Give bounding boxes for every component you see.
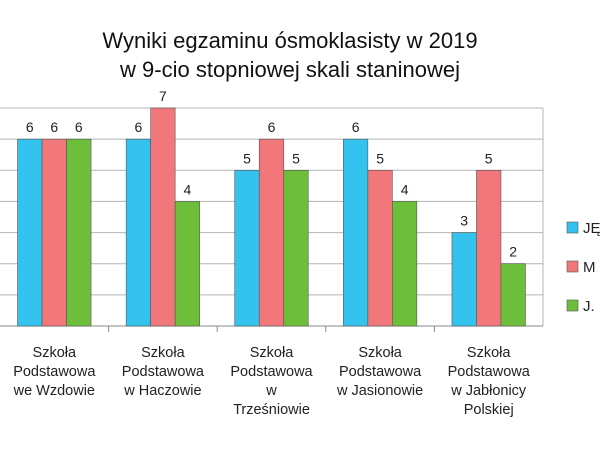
chart-title-line: w 9-cio stopniowej skali staninowej bbox=[119, 57, 460, 82]
bar bbox=[17, 138, 43, 327]
bar bbox=[258, 138, 285, 327]
category-label: Szkoła bbox=[33, 345, 77, 361]
data-label: 4 bbox=[401, 181, 409, 197]
category-label: we Wzdowie bbox=[13, 383, 95, 399]
category-label: w bbox=[265, 383, 277, 399]
legend-swatch bbox=[566, 299, 579, 312]
legend-label: M bbox=[583, 259, 596, 276]
data-label: 6 bbox=[26, 119, 34, 135]
category-label: Podstawowa bbox=[339, 364, 422, 380]
chart-title-line: Wyniki egzaminu ósmoklasisty w 2019 bbox=[102, 28, 477, 53]
category-label: Podstawowa bbox=[230, 364, 313, 380]
category-label: Polskiej bbox=[464, 402, 514, 418]
category-label: Podstawowa bbox=[13, 364, 96, 380]
category-label: Trześniowie bbox=[233, 402, 310, 418]
category-label: Szkoła bbox=[141, 345, 185, 361]
category-label: Szkoła bbox=[358, 345, 402, 361]
bar bbox=[343, 138, 369, 327]
data-label: 6 bbox=[50, 119, 58, 135]
legend-label: JĘ bbox=[583, 220, 600, 237]
category-label: Podstawowa bbox=[448, 364, 531, 380]
bar bbox=[500, 263, 526, 327]
category-label: Podstawowa bbox=[122, 364, 205, 380]
data-label: 5 bbox=[485, 150, 493, 166]
category-label: w Haczowie bbox=[123, 383, 201, 399]
category-label: Szkoła bbox=[250, 345, 294, 361]
data-label: 5 bbox=[243, 150, 251, 166]
legend-label: J. bbox=[583, 298, 595, 315]
data-label: 2 bbox=[509, 244, 517, 260]
data-label: 3 bbox=[460, 213, 468, 229]
data-label: 4 bbox=[184, 181, 192, 197]
data-label: 6 bbox=[268, 119, 276, 135]
bar bbox=[367, 169, 393, 327]
category-label: w Jasionowie bbox=[336, 383, 423, 399]
bar bbox=[174, 201, 200, 327]
bar bbox=[283, 169, 309, 327]
legend-swatch bbox=[566, 260, 579, 273]
data-label: 6 bbox=[75, 119, 83, 135]
bar bbox=[66, 138, 92, 327]
bar bbox=[41, 138, 67, 327]
data-label: 5 bbox=[292, 150, 300, 166]
data-label: 6 bbox=[352, 119, 360, 135]
bar bbox=[125, 138, 151, 327]
category-label: w Jabłonicy bbox=[450, 383, 527, 399]
bar bbox=[392, 201, 418, 327]
category-label: Szkoła bbox=[467, 345, 511, 361]
legend-swatch bbox=[566, 221, 579, 234]
data-label: 6 bbox=[135, 119, 143, 135]
bar bbox=[234, 169, 260, 327]
bar bbox=[476, 169, 502, 327]
data-label: 7 bbox=[159, 88, 167, 104]
bar bbox=[451, 232, 477, 327]
bar bbox=[150, 107, 176, 327]
data-label: 5 bbox=[376, 150, 384, 166]
